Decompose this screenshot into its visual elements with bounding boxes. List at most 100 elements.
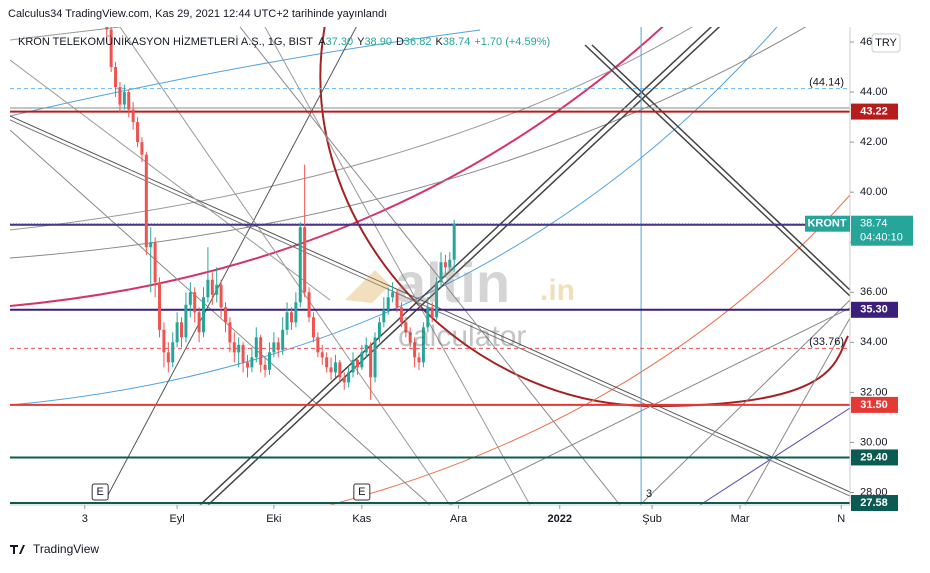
- candle-body: [210, 279, 214, 295]
- level-tag-label: 31.50: [860, 399, 888, 411]
- candle-body: [254, 337, 258, 358]
- candle-body: [289, 312, 293, 323]
- candle-body: [294, 302, 298, 323]
- level-tag: [851, 396, 898, 413]
- watermark: altin .in calculator: [345, 251, 575, 353]
- candle-body: [325, 357, 329, 368]
- watermark-sub: calculator: [398, 320, 526, 353]
- curve: [10, 27, 778, 406]
- candle-body: [140, 142, 144, 155]
- dashed-level-label: (33.76): [809, 336, 844, 348]
- candle-body: [162, 329, 166, 353]
- candle-body: [351, 359, 355, 373]
- candle-body: [197, 312, 201, 333]
- candle-body: [421, 327, 425, 363]
- candle-body: [144, 154, 148, 248]
- candle-body: [118, 87, 122, 105]
- dashed-level-label: (44.14): [809, 76, 844, 88]
- event-label: E: [358, 486, 365, 498]
- candle-body: [426, 307, 430, 328]
- ohlc-value: 38.74: [443, 36, 471, 48]
- trend-line: [639, 299, 850, 505]
- candle-body: [360, 352, 364, 368]
- candle-body: [417, 357, 421, 363]
- trend-line: [584, 44, 850, 297]
- logo-text: TradingView: [33, 542, 99, 556]
- y-tick-label: 34.00: [860, 336, 888, 348]
- event-box: [91, 483, 109, 501]
- candle-body: [166, 352, 170, 363]
- candle-body: [259, 337, 263, 365]
- y-tick-label: 32.00: [860, 386, 888, 398]
- candle-body: [452, 223, 456, 260]
- candle-body: [382, 309, 386, 323]
- candle-body: [127, 92, 131, 110]
- candle-body: [395, 292, 399, 308]
- trend-line: [744, 317, 850, 505]
- x-tick-label: Şub: [642, 513, 662, 525]
- y-tick-label: 36.00: [860, 286, 888, 298]
- candle-body: [202, 297, 206, 333]
- candle-body: [413, 342, 417, 358]
- y-tick-label: 46: [860, 36, 872, 48]
- watermark-brand: altin: [395, 251, 510, 314]
- candle-body: [136, 122, 140, 143]
- candle-body: [263, 364, 267, 370]
- curve: [329, 194, 850, 505]
- candle-body: [131, 109, 135, 123]
- candle-body: [237, 344, 241, 353]
- candle-body: [408, 332, 412, 343]
- candle-body: [158, 282, 162, 330]
- candle-body: [373, 337, 377, 378]
- trend-line: [449, 307, 850, 505]
- candle-body: [245, 362, 249, 368]
- candle-body: [272, 342, 276, 353]
- x-tick-label: Kas: [352, 513, 371, 525]
- curve: [10, 29, 481, 117]
- candle-body: [105, 27, 109, 30]
- trend-line: [207, 27, 721, 505]
- candle-body: [435, 282, 439, 318]
- level-tag-label: 43.22: [860, 105, 888, 117]
- trend-line: [10, 59, 331, 301]
- logo: TradingView: [10, 542, 99, 556]
- symbol: KRON TELEKOMÜNİKASYON HİZMETLERİ A.Ş., 1…: [18, 35, 550, 48]
- candle-body: [281, 329, 285, 350]
- candle-body: [171, 342, 175, 363]
- y-tick-label: 40.00: [860, 186, 888, 198]
- candle-body: [180, 322, 184, 338]
- candle-body: [285, 312, 289, 330]
- level-tag-label: 29.40: [860, 451, 888, 463]
- trend-line: [10, 129, 431, 505]
- candle-body: [303, 227, 307, 293]
- y-tick-label: 42.00: [860, 136, 888, 148]
- candle-body: [443, 262, 447, 268]
- y-tick-label: 30.00: [860, 436, 888, 448]
- candle-body: [223, 307, 227, 323]
- candle-body: [355, 359, 359, 368]
- candle-body: [188, 292, 192, 305]
- trend-line: [10, 27, 121, 41]
- candle-body: [364, 344, 368, 353]
- candle-body: [241, 344, 245, 363]
- candle-body: [228, 322, 232, 343]
- candle-body: [333, 362, 337, 373]
- candle-body: [391, 292, 395, 298]
- candle-body: [342, 377, 346, 383]
- trend-line: [199, 27, 713, 505]
- trend-line: [591, 44, 850, 291]
- candle-body: [184, 304, 188, 338]
- candle-body: [267, 352, 271, 370]
- candle-body: [439, 262, 443, 283]
- candle-body: [232, 342, 236, 353]
- x-tick-label: Mar: [731, 513, 750, 525]
- countdown: 04:40:10: [860, 232, 903, 244]
- ohlc-label: A: [318, 36, 326, 48]
- x-tick-label: Ara: [450, 513, 468, 525]
- last-price-label: 38.74: [860, 218, 888, 230]
- last-price-tag: [851, 215, 913, 246]
- candle-body: [430, 307, 434, 318]
- last-price-name-tag: [805, 215, 850, 232]
- ohlc-label: Y: [357, 36, 365, 48]
- logo-mark: [10, 545, 25, 554]
